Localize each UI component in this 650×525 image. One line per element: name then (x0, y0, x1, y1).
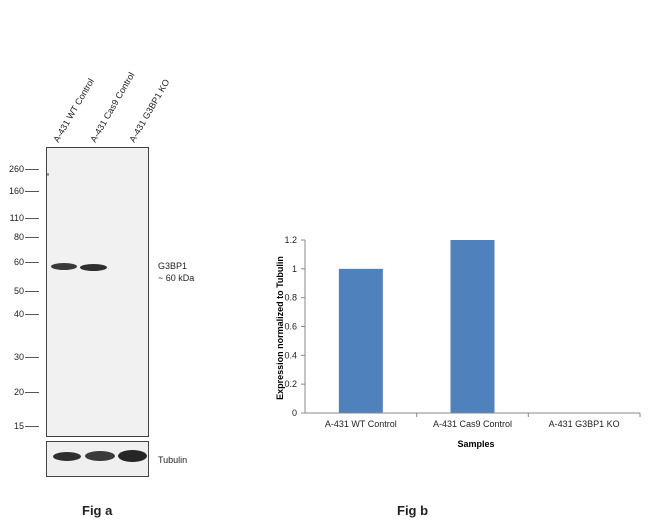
fig-a-caption: Fig a (82, 503, 113, 518)
bar (450, 240, 495, 413)
y-tick-label: 0.2 (284, 379, 297, 389)
band-label-name: G3BP1 (158, 261, 188, 271)
mw-label-60: 60 (13, 257, 24, 267)
y-tick-label: 0.4 (284, 350, 297, 360)
y-tick-label: 0 (292, 408, 297, 418)
x-tick-label: A-431 Cas9 Control (433, 419, 512, 429)
mw-label-30: 30 (13, 352, 24, 362)
fig-b-caption: Fig b (397, 503, 429, 518)
mw-tick (25, 291, 39, 292)
mw-tick (25, 191, 39, 192)
bars (338, 240, 495, 413)
mw-label-20: 20 (13, 387, 24, 397)
mw-label-260: 260 (8, 164, 24, 174)
x-axis-label: Samples (457, 439, 494, 449)
mw-tick (25, 169, 39, 170)
y-tick-label: 1 (292, 264, 297, 274)
g3bp1-band-cas9 (80, 264, 107, 271)
mw-tick (25, 218, 39, 219)
mw-tick (25, 392, 39, 393)
y-tick-label: 0.8 (284, 293, 297, 303)
mw-label-80: 80 (13, 232, 24, 242)
tubulin-label: Tubulin (158, 455, 188, 465)
x-tick-label: A-431 WT Control (325, 419, 397, 429)
tubulin-band-ko (118, 450, 147, 462)
y-axis-label: Expression normalized to Tubulin (275, 256, 285, 400)
mw-tick (25, 357, 39, 358)
tubulin-band-cas9 (85, 451, 115, 461)
blot-speck (47, 173, 49, 176)
bar (338, 268, 383, 413)
y-axis: 0 0.2 0.4 0.6 0.8 1 1.2 (284, 235, 306, 418)
mw-label-160: 160 (8, 186, 24, 196)
mw-label-110: 110 (9, 213, 24, 223)
mw-tick (25, 314, 39, 315)
band-label-size: ~ 60 kDa (158, 273, 195, 283)
x-tick-label: A-431 G3BP1 KO (549, 419, 620, 429)
y-tick-label: 0.6 (284, 322, 297, 332)
blot-membrane (46, 147, 149, 437)
x-axis: A-431 WT Control A-431 Cas9 Control A-431 … (305, 412, 641, 429)
mw-tick (25, 262, 39, 263)
y-tick-label: 1.2 (284, 235, 297, 245)
mw-tick (25, 426, 39, 427)
mw-tick (25, 237, 39, 238)
tubulin-band-wt (53, 452, 81, 461)
mw-label-15: 15 (13, 421, 24, 431)
g3bp1-band-wt (51, 263, 77, 270)
mw-label-40: 40 (13, 309, 24, 319)
mw-label-50: 50 (13, 286, 24, 296)
tubulin-membrane (46, 441, 149, 477)
